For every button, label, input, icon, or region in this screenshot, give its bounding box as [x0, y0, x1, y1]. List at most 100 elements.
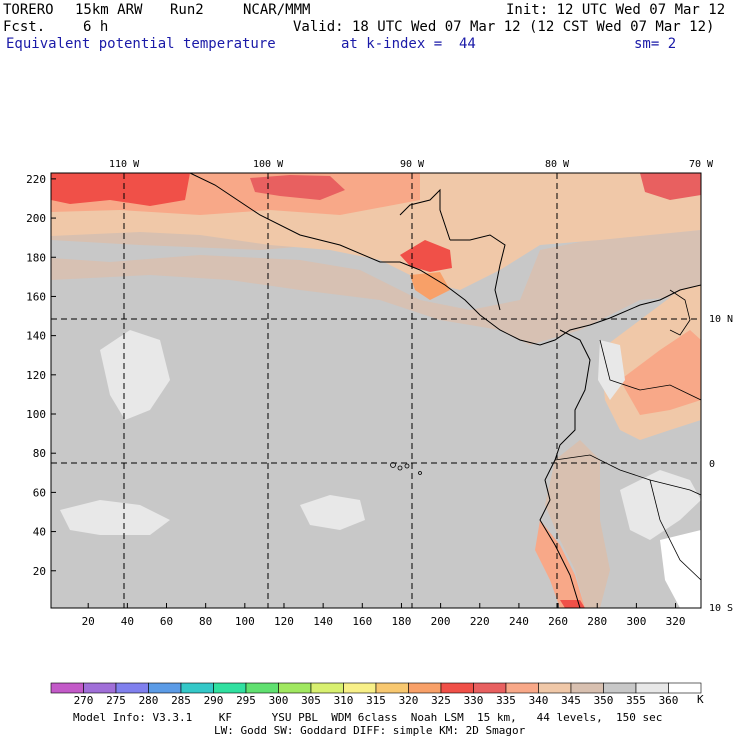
y-tick-label: 40 — [33, 526, 46, 539]
x-tick-label: 160 — [352, 615, 372, 628]
colorbar-swatch — [115, 682, 149, 694]
hotspot-west — [51, 173, 190, 206]
model-resolution: 15km ARW — [75, 2, 143, 18]
map-field — [51, 173, 701, 608]
y-tick-label: 220 — [26, 173, 46, 186]
colorbar-swatch — [408, 682, 442, 694]
border-peru-brazil — [649, 479, 701, 581]
colorbar-label: 300 — [268, 694, 289, 707]
colorbar-label: 335 — [496, 694, 516, 707]
x-tick-label: 180 — [392, 615, 412, 628]
coastline-central-america — [189, 173, 701, 346]
coastline-south-america — [539, 329, 591, 608]
colorbar-label: 330 — [463, 694, 484, 707]
field-name: Equivalent potential temperature — [6, 36, 276, 52]
lon-label-90w: 90 W — [400, 159, 425, 170]
coastline-yucatan — [399, 188, 451, 241]
field-peru-coast — [535, 520, 585, 608]
x-tick-label: 60 — [160, 615, 173, 628]
x-tick-label: 280 — [587, 615, 607, 628]
colorbar-swatch — [343, 682, 377, 694]
hotspot-guatemala — [400, 240, 452, 272]
lat-label-10s: 10 S — [709, 603, 734, 614]
plot-frame — [50, 172, 702, 609]
field-peru-hot — [560, 600, 585, 608]
org-label: NCAR/MMM — [243, 2, 311, 18]
x-tick-label: 200 — [431, 615, 451, 628]
colorbar-label: 290 — [203, 694, 224, 707]
x-tick-label: 320 — [666, 615, 686, 628]
hotspot-central — [250, 175, 345, 200]
cool-patch-6 — [660, 530, 701, 608]
colorbar-swatch — [570, 682, 604, 694]
cool-patch-1 — [100, 330, 170, 420]
hotspot-east — [640, 173, 701, 200]
lon-label-80w: 80 W — [545, 159, 570, 170]
colorbar-swatch — [278, 682, 312, 694]
y-tick-label: 160 — [26, 290, 46, 303]
colorbar-label: 355 — [626, 694, 646, 707]
y-tick-label: 20 — [33, 565, 46, 578]
colorbar-swatch — [635, 682, 669, 694]
galapagos-island-4 — [418, 471, 422, 475]
x-tick-label: 40 — [121, 615, 134, 628]
colorbar-label: 320 — [398, 694, 419, 707]
colorbar-label: 325 — [431, 694, 451, 707]
y-axis: 20 40 60 80 100 120 140 160 180 200 220 — [26, 173, 56, 578]
colorbar-label: 360 — [658, 694, 679, 707]
forecast-hour: 6 h — [83, 19, 109, 35]
y-tick-label: 140 — [26, 330, 46, 343]
coastline-caribbean — [450, 234, 506, 311]
coastline-maracaibo — [669, 289, 691, 336]
forecast-label: Fcst. — [3, 19, 46, 35]
colorbar-label: 315 — [366, 694, 386, 707]
colorbar-swatch — [668, 682, 702, 694]
galapagos-island-3 — [404, 463, 410, 469]
x-tick-label: 100 — [235, 615, 255, 628]
field-andes — [545, 440, 610, 608]
y-tick-label: 200 — [26, 212, 46, 225]
colorbar-label: 295 — [236, 694, 256, 707]
colorbar-label: 270 — [73, 694, 94, 707]
colorbar-swatch — [375, 682, 409, 694]
lon-label-110w: 110 W — [109, 159, 140, 170]
x-tick-label: 140 — [313, 615, 333, 628]
x-axis: 20 40 60 80 100 120 140 160 180 200 220 240 260 280 30… — [82, 603, 686, 628]
lon-label-100w: 100 W — [253, 159, 284, 170]
x-tick-label: 300 — [626, 615, 646, 628]
model-info-line1: Model Info: V3.3.1 KF YSU PBL WDM 6class… — [73, 711, 663, 724]
colorbar-swatch — [83, 682, 117, 694]
colorbar-swatch — [245, 682, 279, 694]
field-sa-warmer — [620, 330, 701, 415]
lat-label-10n: 10 N — [709, 314, 734, 325]
y-tick-label: 100 — [26, 408, 46, 421]
colorbar-swatch — [538, 682, 572, 694]
init-time: Init: 12 UTC Wed 07 Mar 12 — [506, 2, 726, 18]
colorbar-swatch — [440, 682, 474, 694]
hotspot-honduras — [410, 272, 450, 300]
colorbar-swatch — [603, 682, 637, 694]
level-info: at k-index = 44 — [341, 36, 476, 52]
lat-label-0: 0 — [709, 459, 716, 470]
colorbar-swatch — [473, 682, 507, 694]
colorbar-label: 280 — [138, 694, 159, 707]
colorbar-label: 305 — [301, 694, 321, 707]
colorbar-swatch — [505, 682, 539, 694]
x-tick-label: 120 — [274, 615, 294, 628]
galapagos-island-2 — [397, 465, 403, 471]
colorbar-swatch — [148, 682, 182, 694]
colorbar-swatch — [180, 682, 214, 694]
colorbar-label: 275 — [106, 694, 126, 707]
cool-patch-2 — [60, 500, 170, 535]
colorbar-label: 285 — [171, 694, 191, 707]
y-tick-label: 80 — [33, 447, 46, 460]
smoothing-info: sm= 2 — [634, 36, 677, 52]
run-label: Run2 — [170, 2, 204, 18]
colorbar-swatch — [213, 682, 247, 694]
x-tick-label: 80 — [199, 615, 212, 628]
border-ecuador-peru — [554, 454, 701, 496]
x-tick-label: 220 — [470, 615, 490, 628]
colorbar-label: 340 — [528, 694, 549, 707]
y-tick-label: 120 — [26, 369, 46, 382]
